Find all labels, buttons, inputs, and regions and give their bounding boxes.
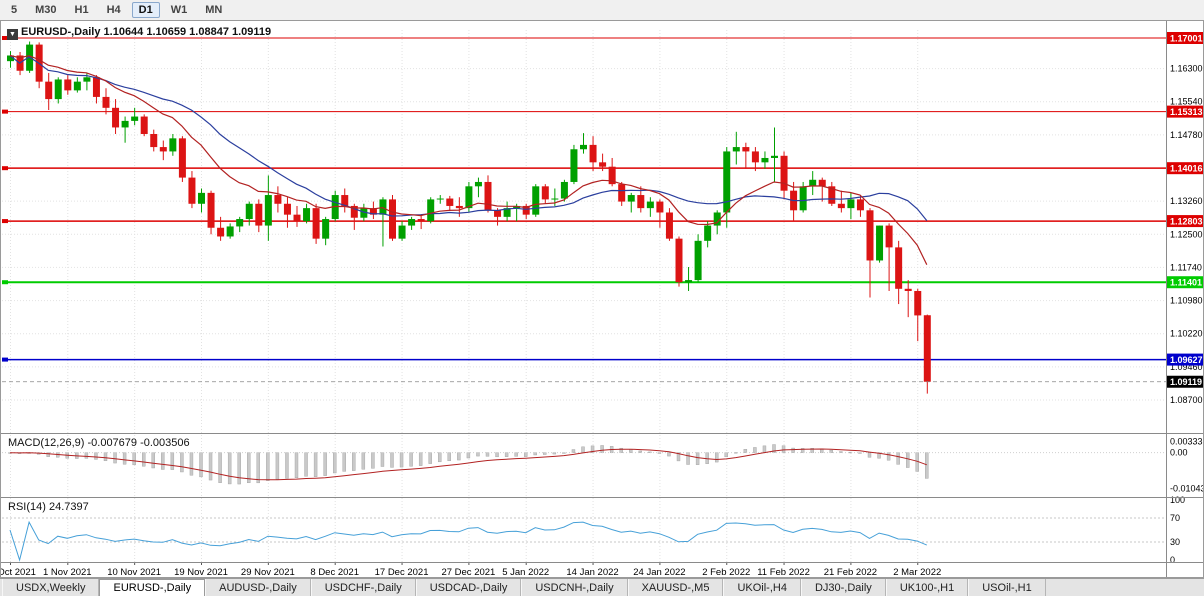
svg-text:1.14780: 1.14780	[1170, 130, 1203, 140]
svg-text:24 Jan 2022: 24 Jan 2022	[633, 567, 685, 578]
macd-signal-line	[9, 448, 927, 481]
timeframe-button-h1[interactable]: H1	[74, 4, 89, 16]
horizontal-level-lines: 1.17001 1.15313 1.14016 1.12803 1.11401 1.096…	[2, 32, 1203, 366]
tab-audusd-daily[interactable]: AUDUSD-,Daily	[205, 579, 311, 596]
macd-axis-labels: 0.00333 0.00 -0.01043	[1170, 436, 1204, 493]
rsi-value: 24.7397	[48, 501, 89, 513]
timeframe-button-m30[interactable]: M30	[35, 4, 57, 16]
svg-text:1.08700: 1.08700	[1170, 395, 1203, 405]
rsi-axis-labels: 100 70 30 0	[1170, 495, 1185, 565]
svg-text:1.09460: 1.09460	[1170, 362, 1203, 372]
chart-background	[0, 20, 1204, 578]
tab-uk100-h1[interactable]: UK100-,H1	[885, 579, 969, 596]
svg-text:8 Dec 2021: 8 Dec 2021	[310, 567, 359, 578]
svg-text:1.12500: 1.12500	[1170, 229, 1203, 239]
macd-indicator-label: MACD(12,26,9) -0.007679 -0.003506	[8, 437, 190, 449]
chart-ohlc-values: 1.10644 1.10659 1.08847 1.09119	[103, 26, 272, 38]
svg-text:1.10980: 1.10980	[1170, 296, 1203, 306]
svg-text:14 Jan 2022: 14 Jan 2022	[566, 567, 618, 578]
svg-text:0.00333: 0.00333	[1170, 436, 1203, 446]
rsi-indicator-label: RSI(14) 24.7397	[8, 501, 89, 513]
svg-text:0.00: 0.00	[1170, 448, 1188, 458]
svg-text:22 Oct 2021: 22 Oct 2021	[0, 567, 36, 578]
rsi-name: RSI(14)	[8, 501, 46, 513]
svg-text:19 Nov 2021: 19 Nov 2021	[174, 567, 228, 578]
svg-text:1.09119: 1.09119	[1170, 377, 1202, 387]
chart-title-bar: ▼ EURUSD-,Daily 1.10644 1.10659 1.08847 1…	[7, 26, 271, 40]
svg-text:17 Dec 2021: 17 Dec 2021	[375, 567, 429, 578]
svg-text:2 Mar 2022: 2 Mar 2022	[893, 567, 941, 578]
svg-text:1.10220: 1.10220	[1170, 329, 1203, 339]
timeframe-button-5[interactable]: 5	[11, 4, 18, 16]
timeframe-button-mn[interactable]: MN	[205, 4, 223, 16]
svg-text:0: 0	[1170, 555, 1175, 565]
chart-canvas[interactable]: 1.163001.155401.147801.140201.132601.125…	[0, 0, 1204, 578]
tab-xauusd-m5[interactable]: XAUUSD-,M5	[627, 579, 724, 596]
svg-text:1.12803: 1.12803	[1170, 217, 1203, 227]
timeframe-button-w1[interactable]: W1	[170, 4, 188, 16]
tab-ukoil-h4[interactable]: UKOil-,H4	[723, 579, 801, 596]
time-axis: 22 Oct 2021 1 Nov 2021 10 Nov 2021 19 Nov 2…	[0, 562, 941, 578]
svg-text:1.09627: 1.09627	[1170, 355, 1203, 365]
svg-text:5 Jan 2022: 5 Jan 2022	[502, 567, 549, 578]
svg-text:21 Feb 2022: 21 Feb 2022	[824, 567, 877, 578]
chart-symbol-title: EURUSD-,Daily	[21, 26, 101, 38]
svg-text:1.17001: 1.17001	[1170, 34, 1203, 44]
svg-text:1.14016: 1.14016	[1170, 164, 1203, 174]
svg-text:10 Nov 2021: 10 Nov 2021	[107, 567, 161, 578]
symbol-tabs: USDX,Weekly EURUSD-,Daily AUDUSD-,Daily USD…	[0, 578, 1204, 596]
candlesticks	[7, 41, 931, 394]
svg-text:1 Nov 2021: 1 Nov 2021	[43, 567, 92, 578]
svg-text:1.15540: 1.15540	[1170, 97, 1203, 107]
moving-averages	[9, 54, 928, 265]
svg-text:100: 100	[1170, 495, 1185, 505]
svg-text:-0.01043: -0.01043	[1170, 483, 1204, 493]
timeframe-button-h4[interactable]: H4	[106, 4, 121, 16]
macd-values: -0.007679 -0.003506	[87, 437, 190, 449]
svg-text:1.13260: 1.13260	[1170, 196, 1203, 206]
tab-usdcnh-daily[interactable]: USDCNH-,Daily	[521, 579, 628, 596]
svg-text:27 Dec 2021: 27 Dec 2021	[441, 567, 495, 578]
rsi-panel	[2, 517, 1166, 562]
tab-usdx-weekly[interactable]: USDX,Weekly	[2, 579, 100, 596]
svg-text:1.16300: 1.16300	[1170, 64, 1203, 74]
svg-text:11 Feb 2022: 11 Feb 2022	[757, 567, 810, 578]
current-price-marker: 1.09119	[2, 375, 1203, 388]
tab-usoil-h1[interactable]: USOil-,H1	[968, 579, 1046, 596]
tab-usdcad-daily[interactable]: USDCAD-,Daily	[415, 579, 522, 596]
svg-text:1.15313: 1.15313	[1170, 107, 1203, 117]
timeframe-button-d1[interactable]: D1	[131, 2, 160, 18]
timeframe-toolbar: 5 M30 H1 H4 D1 W1 MN	[0, 0, 1204, 20]
svg-text:30: 30	[1170, 537, 1180, 547]
svg-text:1.11740: 1.11740	[1170, 262, 1202, 272]
macd-name: MACD(12,26,9)	[8, 437, 85, 449]
tab-dj30-daily[interactable]: DJ30-,Daily	[800, 579, 886, 596]
svg-text:1.11401: 1.11401	[1170, 278, 1202, 288]
svg-text:2 Feb 2022: 2 Feb 2022	[702, 567, 750, 578]
tab-usdchf-daily[interactable]: USDCHF-,Daily	[310, 579, 416, 596]
svg-text:70: 70	[1170, 513, 1180, 523]
symbol-dropdown-icon[interactable]: ▼	[7, 29, 18, 40]
svg-text:29 Nov 2021: 29 Nov 2021	[241, 567, 295, 578]
tab-eurusd-daily[interactable]: EURUSD-,Daily	[99, 579, 206, 596]
